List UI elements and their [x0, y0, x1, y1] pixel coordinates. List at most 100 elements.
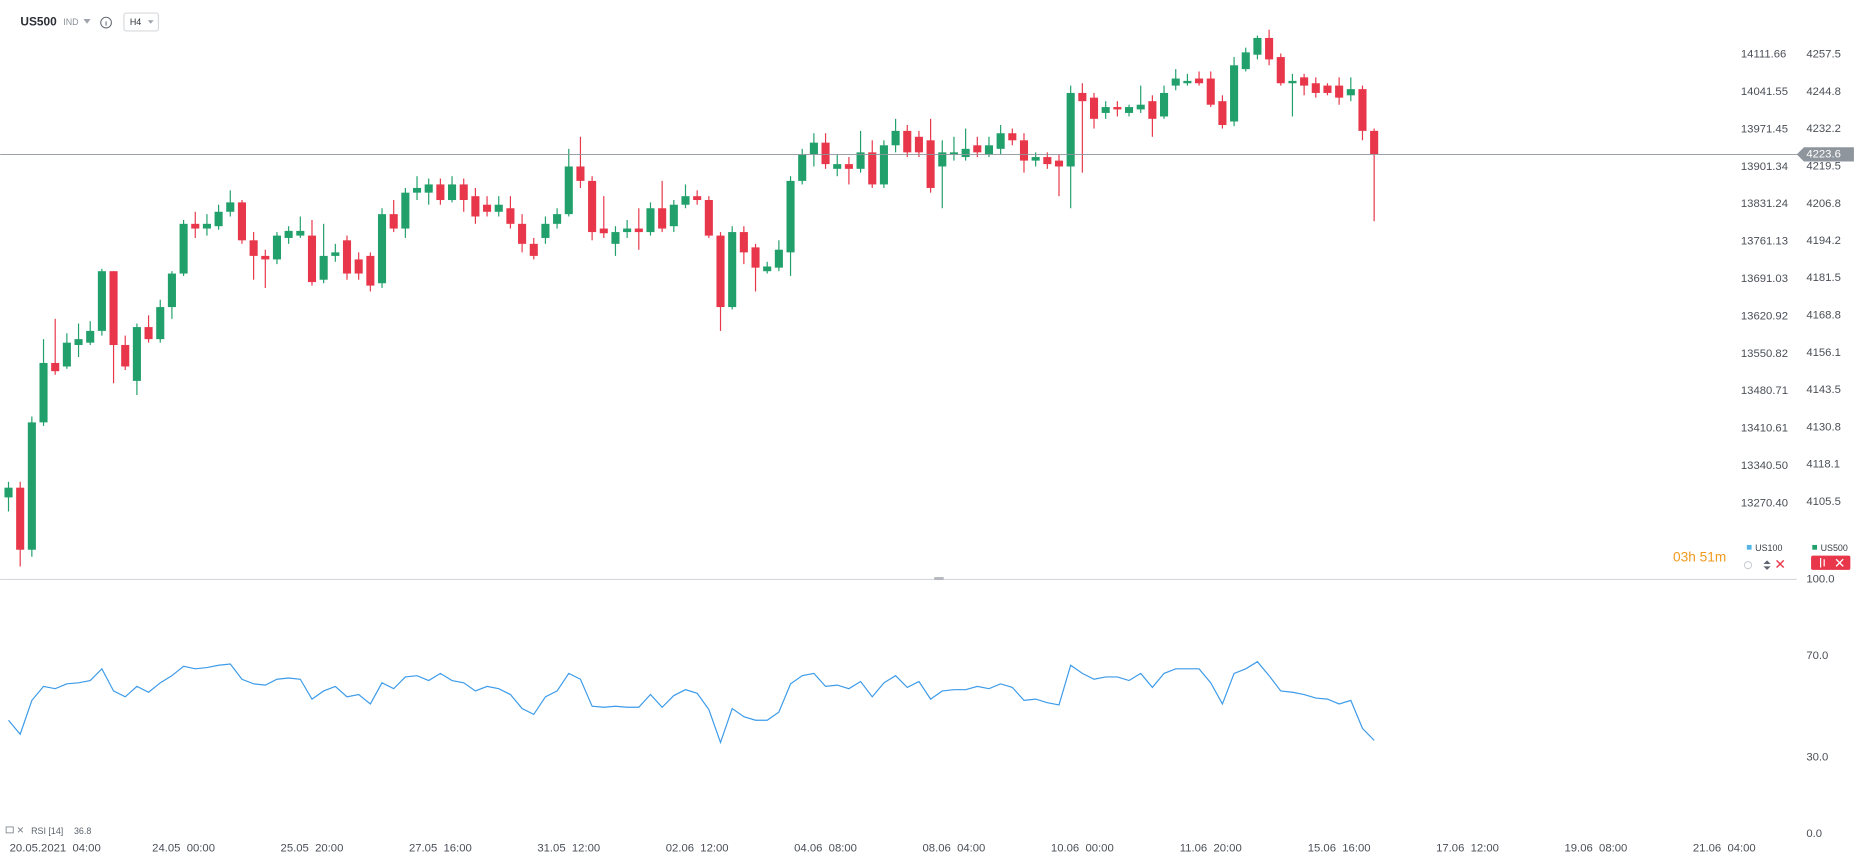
legend-swatch [1812, 544, 1818, 550]
candle-body [798, 154, 807, 181]
candle-body [984, 145, 994, 155]
candle-body [284, 230, 293, 238]
candle-body [844, 164, 853, 169]
candle-body [1031, 157, 1040, 161]
interval: H4 [130, 17, 141, 27]
candle-body [833, 164, 842, 169]
candle-body [249, 240, 258, 256]
rsi-tick-label: 0.0 [1806, 828, 1822, 840]
x-tick-label: 17.06 12:00 [1436, 842, 1499, 854]
candle-body [1054, 160, 1064, 167]
candle-countdown: 03h 51m [1673, 550, 1726, 565]
candle-body [518, 223, 527, 244]
interval-select[interactable] [123, 12, 160, 32]
rsi-line [8, 660, 1375, 745]
candle-body [774, 249, 783, 268]
candle-body [1195, 78, 1204, 84]
candle-body [611, 232, 620, 244]
visibility-icon[interactable] [1743, 561, 1753, 570]
candle-body [1323, 85, 1332, 93]
indicator-name: RSI [14] [31, 826, 63, 836]
candle-icon [1820, 558, 1825, 568]
candle-body [1370, 130, 1379, 155]
candle-body [331, 252, 340, 256]
order-icon[interactable] [1763, 560, 1771, 570]
candle-body [1043, 157, 1052, 165]
candle-body [237, 202, 246, 241]
x-tick-label: 25.05 20:00 [281, 842, 344, 854]
candle-body [541, 223, 550, 238]
candle-body [1300, 77, 1309, 86]
candle-body [97, 271, 106, 331]
y2-tick-label: 13550.82 [1741, 348, 1788, 360]
series-remove-icon[interactable] [1835, 558, 1844, 567]
candle-body [1078, 92, 1087, 102]
candle-body [109, 271, 118, 346]
candle-body [728, 232, 737, 308]
candle-body [949, 152, 958, 155]
candle-body [809, 142, 818, 155]
candle-body [436, 184, 445, 201]
candle-body [4, 487, 13, 498]
candle-body [716, 235, 725, 308]
y2-tick-label: 14111.66 [1741, 49, 1786, 61]
candle-body [1136, 104, 1145, 110]
x-tick-label: 27.05 16:00 [409, 842, 472, 854]
symbol-type: IND [63, 17, 78, 27]
x-tick-label: 31.05 12:00 [537, 842, 600, 854]
info-icon[interactable] [100, 16, 112, 29]
indicator-settings-icon[interactable] [5, 826, 14, 834]
interval-dropdown [147, 20, 154, 24]
x-tick-label: 19.06 08:00 [1565, 842, 1628, 854]
candle-body [167, 273, 176, 308]
candle-body [693, 196, 702, 201]
candle-body [1008, 133, 1017, 141]
last-price-badge [1796, 147, 1854, 162]
indicator-remove-icon[interactable] [17, 827, 24, 833]
symbol: US500 [20, 15, 57, 29]
candle-body [681, 196, 690, 205]
candle-body [903, 130, 912, 153]
legend-swatch [1746, 544, 1752, 550]
y-tick-label: 4143.5 [1806, 384, 1841, 396]
candle-body [1113, 107, 1122, 110]
candle-body [576, 166, 585, 181]
candle-body [996, 133, 1005, 149]
candle-body [926, 140, 935, 188]
y2-tick-label: 13270.40 [1741, 497, 1788, 509]
y-tick-label: 4181.5 [1806, 272, 1841, 284]
candle-body [506, 208, 515, 224]
candle-body [424, 184, 433, 193]
candle-body [494, 204, 503, 212]
candle-body [1253, 37, 1262, 55]
rsi-tick-label: 100.0 [1806, 573, 1834, 585]
candle-body [821, 142, 830, 165]
y-tick-label: 4194.2 [1806, 235, 1841, 247]
y2-tick-label: 13691.03 [1741, 273, 1788, 285]
candle-body [27, 422, 36, 550]
rsi-tick-label: 30.0 [1806, 752, 1828, 764]
series-controls[interactable] [1811, 555, 1851, 570]
symbol-dropdown[interactable] [83, 19, 91, 24]
candle-body [1206, 78, 1215, 105]
candle-body [891, 130, 900, 146]
candle-body [646, 208, 655, 233]
candle-body [938, 152, 947, 167]
y-tick-label: 4257.5 [1806, 49, 1841, 61]
candle-body [704, 200, 713, 236]
y-tick-label: 4219.5 [1806, 160, 1841, 172]
candle-body [226, 202, 235, 212]
x-tick-label: 10.06 00:00 [1051, 842, 1114, 854]
candle-body [307, 235, 317, 283]
y2-tick-label: 13340.50 [1741, 460, 1788, 472]
candle-body [296, 230, 305, 236]
candle-body [389, 214, 398, 229]
y-tick-label: 4118.1 [1806, 459, 1840, 471]
candle-body [623, 228, 632, 233]
candle-body [179, 223, 188, 274]
pane-resize-handle[interactable] [934, 577, 944, 581]
remove-icon[interactable] [1776, 559, 1785, 569]
candle-body [156, 307, 165, 340]
candle-body [366, 255, 375, 286]
candle-body [669, 204, 678, 227]
